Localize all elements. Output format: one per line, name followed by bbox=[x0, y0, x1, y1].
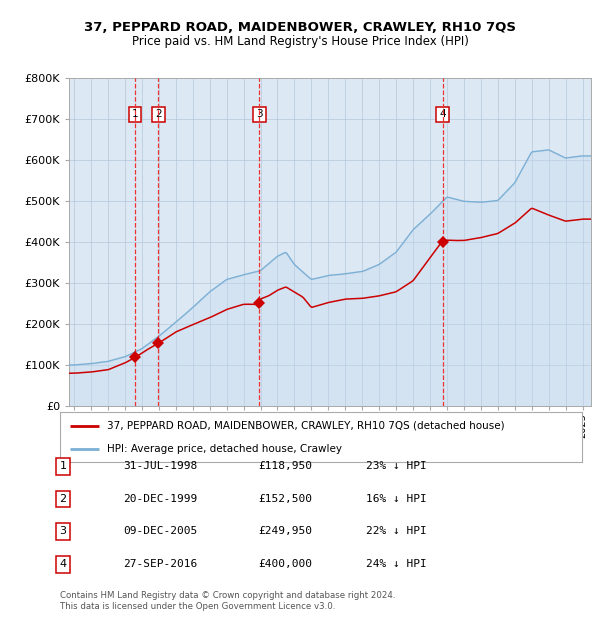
Text: 09-DEC-2005: 09-DEC-2005 bbox=[123, 526, 197, 536]
Text: 3: 3 bbox=[256, 110, 263, 120]
Text: £152,500: £152,500 bbox=[258, 494, 312, 504]
Text: 37, PEPPARD ROAD, MAIDENBOWER, CRAWLEY, RH10 7QS (detached house): 37, PEPPARD ROAD, MAIDENBOWER, CRAWLEY, … bbox=[107, 421, 505, 431]
Text: 24% ↓ HPI: 24% ↓ HPI bbox=[366, 559, 427, 569]
Text: 23% ↓ HPI: 23% ↓ HPI bbox=[366, 461, 427, 471]
Text: Contains HM Land Registry data © Crown copyright and database right 2024.: Contains HM Land Registry data © Crown c… bbox=[60, 591, 395, 600]
Text: £400,000: £400,000 bbox=[258, 559, 312, 569]
Text: 22% ↓ HPI: 22% ↓ HPI bbox=[366, 526, 427, 536]
Text: This data is licensed under the Open Government Licence v3.0.: This data is licensed under the Open Gov… bbox=[60, 602, 335, 611]
Text: 1: 1 bbox=[131, 110, 138, 120]
Text: 20-DEC-1999: 20-DEC-1999 bbox=[123, 494, 197, 504]
Text: £249,950: £249,950 bbox=[258, 526, 312, 536]
Text: 31-JUL-1998: 31-JUL-1998 bbox=[123, 461, 197, 471]
Text: £118,950: £118,950 bbox=[258, 461, 312, 471]
Text: 2: 2 bbox=[155, 110, 161, 120]
Text: Price paid vs. HM Land Registry's House Price Index (HPI): Price paid vs. HM Land Registry's House … bbox=[131, 35, 469, 48]
Text: 37, PEPPARD ROAD, MAIDENBOWER, CRAWLEY, RH10 7QS: 37, PEPPARD ROAD, MAIDENBOWER, CRAWLEY, … bbox=[84, 22, 516, 34]
Text: 4: 4 bbox=[59, 559, 67, 569]
Text: HPI: Average price, detached house, Crawley: HPI: Average price, detached house, Craw… bbox=[107, 443, 342, 453]
Text: 4: 4 bbox=[439, 110, 446, 120]
Text: 3: 3 bbox=[59, 526, 67, 536]
Text: 27-SEP-2016: 27-SEP-2016 bbox=[123, 559, 197, 569]
Text: 2: 2 bbox=[59, 494, 67, 504]
Text: 1: 1 bbox=[59, 461, 67, 471]
Text: 16% ↓ HPI: 16% ↓ HPI bbox=[366, 494, 427, 504]
